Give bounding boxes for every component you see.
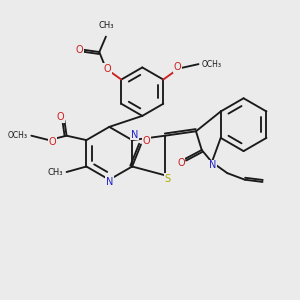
Text: S: S bbox=[164, 174, 170, 184]
Text: O: O bbox=[142, 136, 150, 146]
Text: O: O bbox=[56, 112, 64, 122]
Text: O: O bbox=[76, 45, 83, 55]
Text: N: N bbox=[209, 160, 217, 170]
Text: O: O bbox=[49, 137, 56, 147]
Text: O: O bbox=[177, 158, 184, 168]
Text: CH₃: CH₃ bbox=[98, 21, 114, 30]
Text: O: O bbox=[174, 62, 182, 72]
Text: OCH₃: OCH₃ bbox=[8, 131, 28, 140]
Text: CH₃: CH₃ bbox=[48, 167, 63, 176]
Text: OCH₃: OCH₃ bbox=[202, 60, 222, 69]
Text: N: N bbox=[106, 177, 113, 187]
Text: O: O bbox=[103, 64, 111, 74]
Text: N: N bbox=[131, 130, 138, 140]
